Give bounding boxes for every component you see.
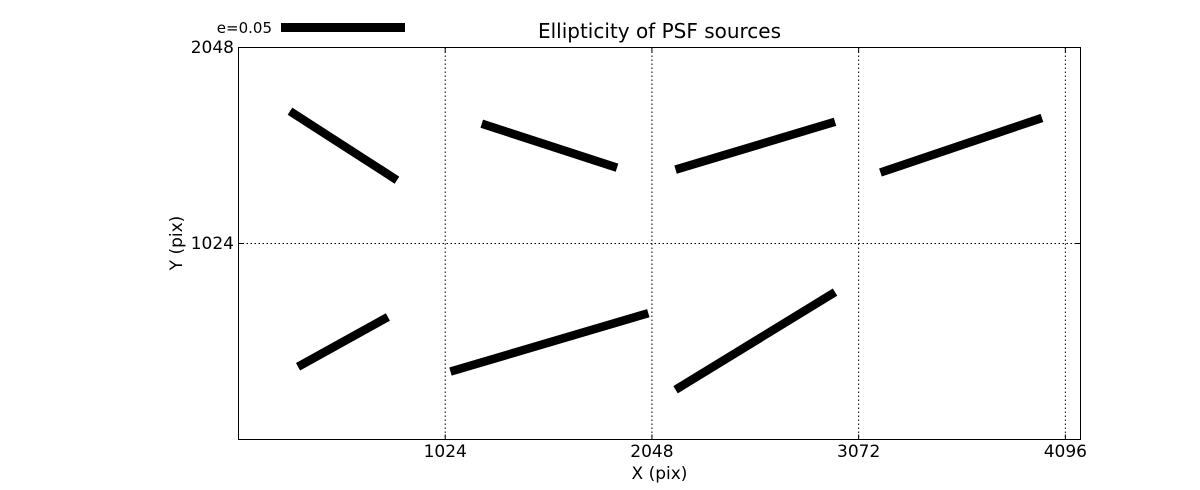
ellipticity-whisker xyxy=(480,119,619,172)
ellipticity-whisker xyxy=(449,309,650,376)
y-tick-label: 1024 xyxy=(190,233,234,254)
axes-frame xyxy=(238,47,1081,440)
legend-bar-swatch xyxy=(281,23,405,32)
ellipticity-whisker xyxy=(674,117,837,174)
ellipticity-whisker xyxy=(295,313,390,371)
x-axis-label: X (pix) xyxy=(631,464,688,484)
ellipticity-whisker xyxy=(673,288,838,394)
ellipticity-whisker xyxy=(287,107,400,184)
y-tick-label: 2048 xyxy=(190,37,234,58)
legend-label: e=0.05 xyxy=(216,19,272,37)
x-tick-label: 2048 xyxy=(630,442,674,462)
x-tick-label: 1024 xyxy=(423,442,467,462)
chart-title: Ellipticity of PSF sources xyxy=(537,19,782,43)
x-tick-label: 3072 xyxy=(837,442,881,462)
plot-area xyxy=(238,47,1081,440)
x-tick-label: 4096 xyxy=(1043,442,1087,462)
ellipticity-whisker xyxy=(879,113,1044,177)
